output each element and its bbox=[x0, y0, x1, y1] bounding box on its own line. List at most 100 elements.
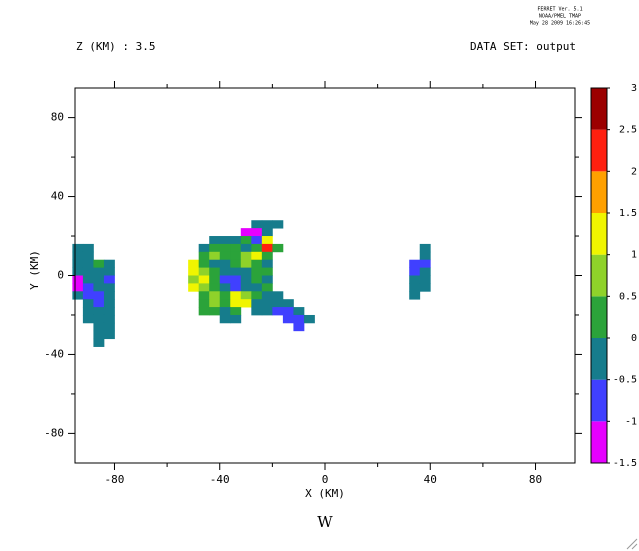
cell bbox=[198, 259, 210, 269]
x-tick-label: 40 bbox=[424, 473, 437, 486]
cell bbox=[230, 307, 242, 316]
cell bbox=[251, 228, 263, 237]
cell bbox=[198, 299, 210, 308]
y-tick-label: 0 bbox=[57, 269, 64, 282]
cell bbox=[240, 299, 252, 308]
plot-frame bbox=[74, 87, 576, 464]
cell bbox=[272, 220, 284, 229]
cell bbox=[209, 299, 221, 308]
cell bbox=[93, 322, 105, 332]
resize-grip bbox=[626, 538, 638, 550]
cell bbox=[251, 283, 263, 292]
colorbar-label: -0.5 bbox=[613, 375, 637, 386]
cell bbox=[219, 259, 231, 269]
cell bbox=[282, 299, 294, 308]
colorbar-label: 2 bbox=[631, 166, 637, 177]
cell bbox=[240, 236, 252, 245]
cell bbox=[261, 275, 273, 284]
cell bbox=[240, 251, 252, 261]
y-tick-label: 40 bbox=[51, 190, 64, 203]
cell bbox=[230, 275, 242, 284]
cell bbox=[188, 283, 200, 292]
cell bbox=[198, 275, 210, 284]
cell bbox=[409, 283, 421, 292]
cell bbox=[419, 251, 431, 261]
y-axis-label: Y (KM) bbox=[28, 250, 41, 290]
cell bbox=[93, 307, 105, 316]
cell bbox=[219, 243, 231, 253]
x-tick-label: -80 bbox=[105, 473, 125, 486]
cell bbox=[293, 307, 305, 316]
cell bbox=[261, 307, 273, 316]
cell bbox=[303, 314, 315, 324]
colorbar-frame bbox=[590, 87, 608, 464]
cell bbox=[282, 307, 294, 316]
cell bbox=[209, 259, 221, 269]
cell bbox=[419, 283, 431, 292]
colorbar-label: 1 bbox=[631, 250, 637, 261]
cell bbox=[82, 267, 94, 276]
cell bbox=[230, 299, 242, 308]
cell bbox=[251, 220, 263, 229]
cell bbox=[93, 330, 105, 340]
cell bbox=[188, 267, 200, 276]
cell bbox=[230, 283, 242, 292]
cell bbox=[251, 307, 263, 316]
cell bbox=[409, 275, 421, 284]
colorbar-swatch bbox=[591, 171, 607, 213]
colorbar-swatch bbox=[591, 338, 607, 380]
cell bbox=[103, 283, 115, 292]
cell bbox=[419, 267, 431, 276]
cell bbox=[198, 267, 210, 276]
cell bbox=[419, 259, 431, 269]
cell bbox=[93, 291, 105, 300]
cell bbox=[219, 275, 231, 284]
header-line: May 28 2009 16:26:45 bbox=[530, 21, 590, 27]
colorbar-label: 2.5 bbox=[619, 125, 637, 136]
cell bbox=[209, 243, 221, 253]
colorbar-swatch bbox=[591, 129, 607, 172]
cell bbox=[72, 275, 84, 284]
cell bbox=[93, 259, 105, 269]
colorbar-swatch bbox=[591, 88, 607, 130]
cell bbox=[103, 330, 115, 340]
cell bbox=[230, 291, 242, 300]
caption: W bbox=[317, 513, 333, 531]
cell bbox=[219, 283, 231, 292]
cell bbox=[251, 299, 263, 308]
cell bbox=[219, 291, 231, 300]
cell bbox=[82, 307, 94, 316]
cell bbox=[261, 283, 273, 292]
cell bbox=[93, 338, 105, 347]
cell bbox=[93, 283, 105, 292]
cell bbox=[261, 267, 273, 276]
cell bbox=[240, 291, 252, 300]
colorbar-label: 0.5 bbox=[619, 291, 637, 302]
cell bbox=[419, 275, 431, 284]
cell bbox=[272, 243, 284, 253]
cell bbox=[82, 314, 94, 324]
cell bbox=[93, 314, 105, 324]
cell bbox=[240, 283, 252, 292]
cell bbox=[82, 275, 94, 284]
cell bbox=[293, 322, 305, 332]
colorbar-swatch bbox=[591, 296, 607, 338]
cell bbox=[93, 267, 105, 276]
cell bbox=[240, 267, 252, 276]
y-tick-label: 80 bbox=[51, 111, 64, 124]
cell bbox=[188, 275, 200, 284]
x-tick-label: 80 bbox=[529, 473, 542, 486]
header-line: NOAA/PMEL TMAP bbox=[539, 14, 581, 20]
cell bbox=[409, 267, 421, 276]
chart-subtitle: DATA SET: output bbox=[470, 40, 576, 53]
cell bbox=[240, 259, 252, 269]
cell bbox=[198, 291, 210, 300]
colorbar-swatch bbox=[591, 421, 607, 463]
colorbar-label: -1.5 bbox=[613, 458, 637, 469]
cell bbox=[209, 251, 221, 261]
cell bbox=[103, 307, 115, 316]
y-tick-label: -80 bbox=[44, 426, 64, 439]
cell bbox=[219, 314, 231, 324]
cell bbox=[103, 291, 115, 300]
cell bbox=[198, 283, 210, 292]
